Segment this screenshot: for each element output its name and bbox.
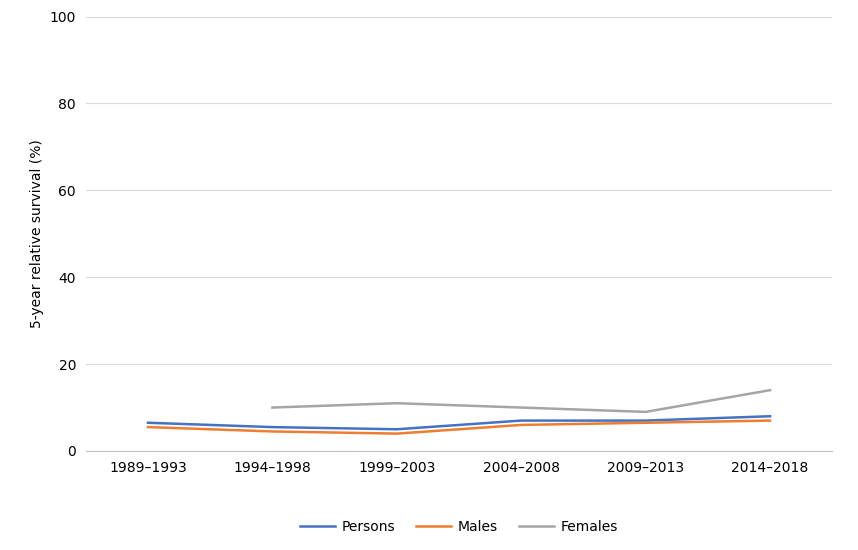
Males [142, 424, 153, 431]
Females [765, 387, 776, 393]
Line: Males: Males [148, 421, 770, 433]
Males [391, 430, 402, 437]
Males [267, 428, 277, 435]
Persons [267, 424, 277, 431]
Females [391, 400, 402, 406]
Males [640, 420, 650, 426]
Females [267, 404, 277, 411]
Persons [765, 413, 776, 420]
Persons [640, 417, 650, 424]
Persons [142, 420, 153, 426]
Males [765, 417, 776, 424]
Line: Females: Females [272, 390, 770, 412]
Legend: Persons, Males, Females: Persons, Males, Females [294, 514, 624, 540]
Females [517, 404, 527, 411]
Persons [391, 426, 402, 433]
Males [517, 422, 527, 428]
Line: Persons: Persons [148, 416, 770, 430]
Y-axis label: 5-year relative survival (%): 5-year relative survival (%) [30, 139, 44, 328]
Persons [517, 417, 527, 424]
Females [640, 409, 650, 415]
